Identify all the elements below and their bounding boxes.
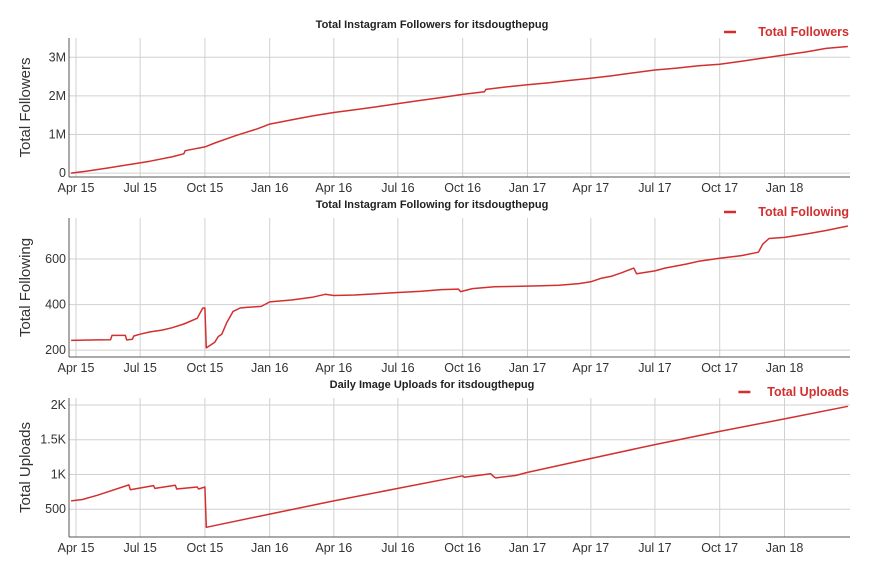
x-tick-label: Jan 16 (251, 361, 289, 375)
y-tick-label: 400 (45, 298, 66, 312)
x-tick-label: Jul 17 (638, 541, 671, 555)
x-tick-label: Oct 17 (701, 181, 738, 195)
series-line (71, 405, 849, 529)
y-tick-label: 500 (45, 502, 66, 516)
x-tick-label: Oct 15 (187, 541, 224, 555)
series-line (71, 225, 849, 349)
x-tick-label: Jul 16 (381, 181, 414, 195)
x-tick-label: Jul 15 (123, 541, 156, 555)
x-tick-label: Apr 17 (572, 361, 609, 375)
y-tick-label: 2M (49, 89, 66, 103)
x-tick-label: Jan 17 (509, 541, 547, 555)
y-tick-label: 0 (59, 166, 66, 180)
y-axis-label: Total Followers (17, 57, 34, 157)
x-tick-label: Apr 16 (315, 541, 352, 555)
y-tick-label: 1K (51, 467, 67, 481)
x-tick-label: Apr 15 (58, 361, 95, 375)
legend-label: Total Uploads (767, 385, 849, 399)
y-tick-label: 200 (45, 343, 66, 357)
x-tick-label: Oct 17 (701, 541, 738, 555)
y-tick-label: 1.5K (40, 433, 66, 447)
x-tick-label: Apr 17 (572, 181, 609, 195)
x-tick-label: Oct 16 (444, 361, 481, 375)
chart-panel-2: Apr 15 Jul 15 Oct 15 Jan 16 Apr 16 Jul 16 Oct … (17, 199, 850, 375)
x-tick-label: Apr 15 (58, 181, 95, 195)
x-tick-label: Jul 17 (638, 361, 671, 375)
x-tick-label: Oct 16 (444, 541, 481, 555)
x-tick-label: Jan 17 (509, 361, 547, 375)
x-tick-label: Jan 16 (251, 181, 289, 195)
x-tick-label: Oct 15 (187, 361, 224, 375)
x-tick-label: Oct 16 (444, 181, 481, 195)
x-tick-label: Apr 16 (315, 181, 352, 195)
x-tick-label: Jul 15 (123, 361, 156, 375)
legend-label: Total Followers (758, 25, 849, 39)
x-tick-label: Jul 16 (381, 361, 414, 375)
y-tick-label: 2K (51, 398, 67, 412)
chart-panel-3: Apr 15 Jul 15 Oct 15 Jan 16 Apr 16 Jul 16 Oct … (17, 379, 850, 555)
x-tick-label: Oct 15 (187, 181, 224, 195)
x-tick-label: Apr 15 (58, 541, 95, 555)
y-axis-label: Total Following (17, 238, 34, 337)
x-tick-label: Jul 15 (123, 181, 156, 195)
y-tick-label: 600 (45, 252, 66, 266)
series-line (71, 45, 848, 174)
chart-title: Total Instagram Followers for itsdougthe… (316, 19, 549, 31)
x-tick-label: Jan 18 (766, 181, 804, 195)
y-axis-label: Total Uploads (17, 422, 34, 513)
x-tick-label: Jan 18 (766, 361, 804, 375)
x-tick-label: Jan 16 (251, 541, 289, 555)
y-tick-label: 3M (49, 50, 66, 64)
x-tick-label: Oct 17 (701, 361, 738, 375)
x-tick-label: Jan 17 (509, 181, 547, 195)
chart-title: Daily Image Uploads for itsdougthepug (330, 379, 535, 391)
x-tick-label: Jan 18 (766, 541, 804, 555)
x-tick-label: Jul 17 (638, 181, 671, 195)
x-tick-label: Apr 16 (315, 361, 352, 375)
y-tick-label: 1M (49, 128, 66, 142)
chart-panel-1: Apr 15 Jul 15 Oct 15 Jan 16 Apr 16 Jul 16 Oct … (17, 19, 850, 195)
x-tick-label: Jul 16 (381, 541, 414, 555)
legend-label: Total Following (758, 205, 849, 219)
chart-title: Total Instagram Following for itsdougthe… (316, 199, 549, 211)
x-tick-label: Apr 17 (572, 541, 609, 555)
